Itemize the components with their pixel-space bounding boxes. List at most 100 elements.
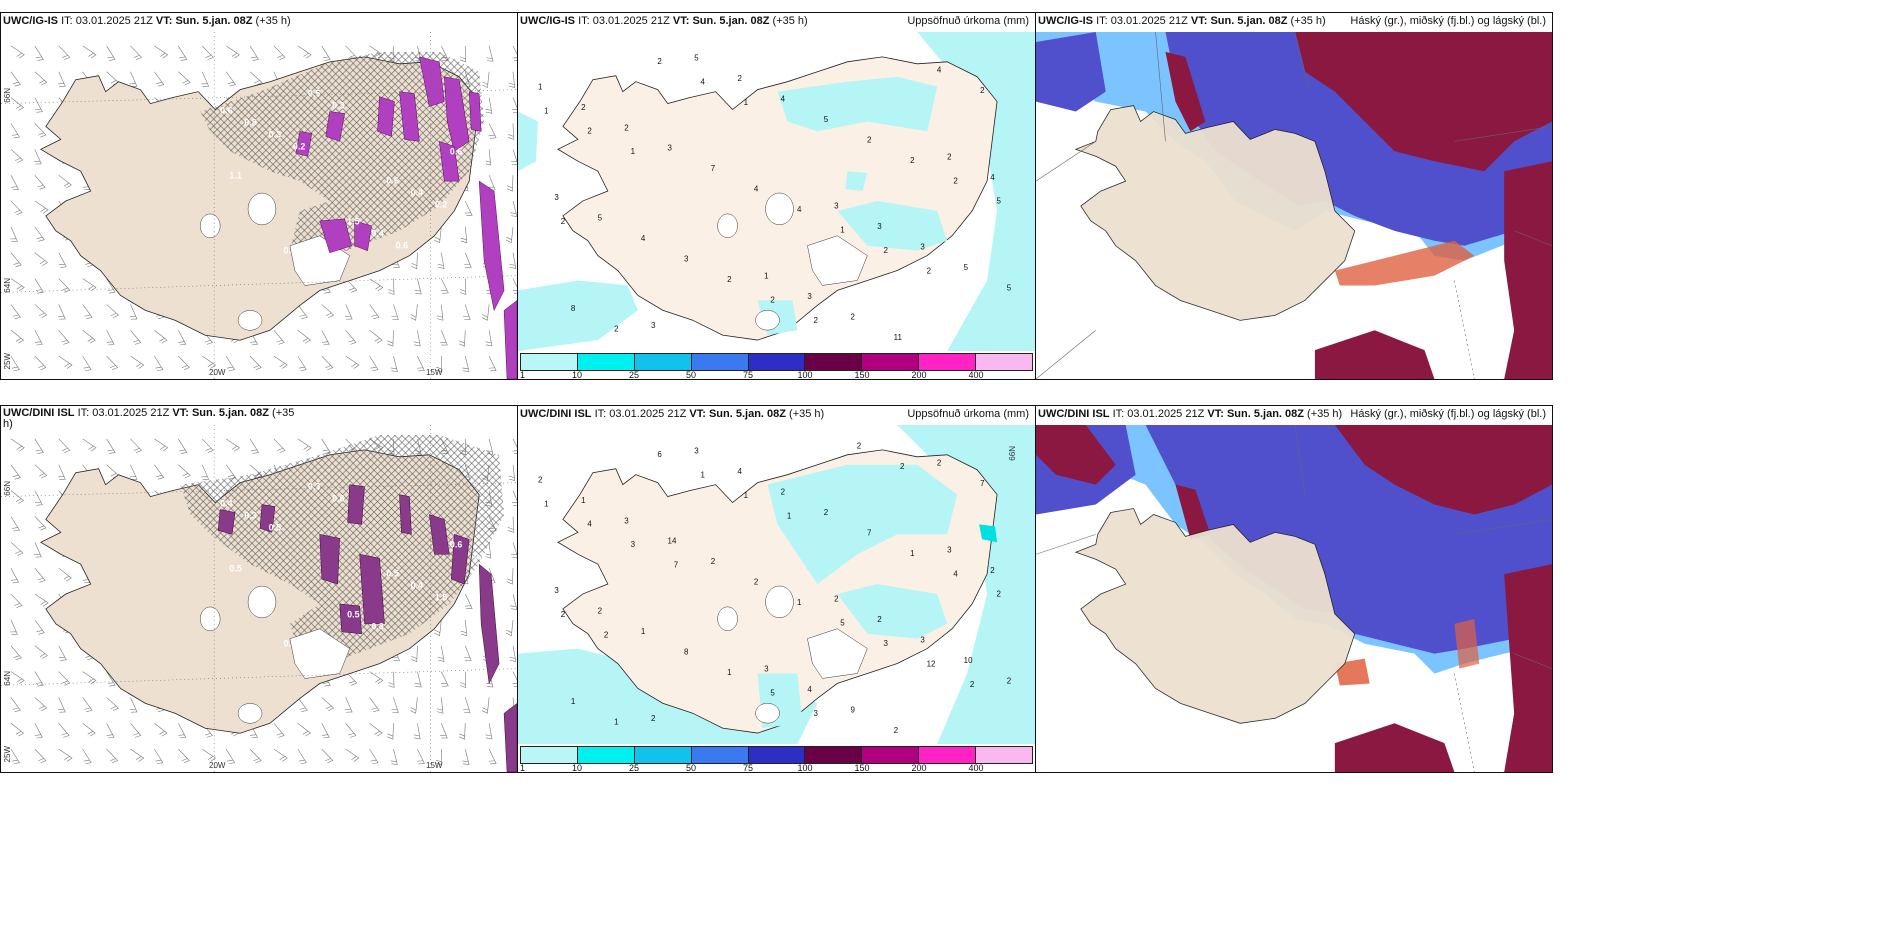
value-label: 1 [614, 718, 619, 727]
field-title: Uppsöfnuð úrkoma (mm) [907, 408, 1029, 420]
it-label: IT: [61, 15, 73, 27]
wind-barb [464, 200, 473, 217]
high-cloud-south [1314, 330, 1435, 379]
value-label: 1 [787, 511, 792, 520]
lead-time: (+35 h) [255, 15, 291, 27]
field-title: Uppsöfnuð úrkoma (mm) [907, 15, 1029, 27]
wind-barb [34, 123, 47, 138]
wind-barb [485, 330, 493, 347]
wind-barb [58, 278, 71, 293]
value-label: 2 [604, 631, 609, 640]
wind-barb [154, 330, 168, 344]
wind-barb [388, 671, 395, 688]
value-label: 4 [754, 185, 759, 194]
wind-barb [273, 748, 288, 762]
wind-barb [178, 748, 190, 764]
it-label: IT: [578, 15, 590, 27]
value-label: 0.4 [371, 229, 383, 239]
value-label: 0.2 [293, 142, 305, 152]
value-label: 7 [674, 561, 679, 570]
value-label: 4 [990, 173, 995, 182]
value-label: 1 [744, 491, 749, 500]
wind-barb [411, 252, 418, 270]
lead-time: (+35 h) [772, 15, 808, 27]
value-label: 4 [797, 205, 802, 214]
wind-barb [130, 438, 143, 453]
colorbar-tick: 75 [742, 370, 754, 380]
wind-barb [202, 748, 216, 762]
wind-barb [321, 304, 335, 319]
value-label: 3 [694, 446, 699, 455]
map-area [1036, 425, 1552, 772]
wind-barb [10, 697, 21, 713]
value-label: 2 [980, 86, 985, 95]
colorbar-tick: 1 [520, 763, 526, 773]
value-label: 5 [824, 115, 829, 124]
map-svg: 0.6 0.6 0.8 0.6 1.5 0.8 0.4 0.5 0.3 0.4 0.3 0.2 0.3 1… [1, 32, 517, 379]
colorbar-cell [577, 747, 635, 763]
lat-label: 64N [3, 278, 12, 293]
glacier-whites [717, 585, 868, 724]
colorbar-tick: 400 [968, 370, 984, 380]
map-area [1036, 32, 1552, 379]
value-label: 5 [997, 197, 1002, 206]
wind-barb [58, 252, 67, 268]
wind-barb [297, 723, 311, 737]
wind-barb [10, 723, 25, 737]
wind-barb [225, 355, 236, 372]
wind-barb [34, 149, 42, 165]
value-label: 2 [614, 325, 619, 334]
wind-barb [10, 97, 25, 111]
wind-barb [34, 593, 49, 607]
wind-barb [481, 697, 490, 714]
wind-barb [34, 645, 48, 659]
precip-value-labels: 0.4 0.5 0.6 0.6 0.5 0.3 0.4 0.3 0.4 0.3 0.5 1.5 0.6 0… [220, 482, 486, 649]
wind-barb [154, 723, 168, 737]
value-label: 2 [970, 680, 975, 689]
wind-barb [82, 748, 92, 765]
wind-barb [58, 45, 71, 60]
model-name: UWC/IG-IS [3, 15, 58, 27]
wind-barb [106, 748, 119, 764]
wind-barb [10, 568, 19, 584]
wind-barb [82, 45, 97, 59]
map-svg: 0.4 0.5 0.6 0.6 0.5 0.3 0.4 0.3 0.4 0.3 0.5 1.5 0.6 0… [1, 425, 517, 772]
map-area: 0.4 0.5 0.6 0.6 0.5 0.3 0.4 0.3 0.4 0.3 0.5 1.5 0.6 0… [1, 425, 517, 772]
wind-barb [344, 697, 353, 713]
wind-barb [58, 330, 70, 345]
vt-label: VT: [672, 15, 690, 27]
wind-barb [82, 355, 92, 372]
colorbar-tick: 10 [571, 763, 583, 773]
wind-barb [297, 355, 307, 372]
value-label: 3 [651, 321, 656, 330]
value-label: 2 [824, 508, 829, 517]
wind-barb [178, 71, 191, 86]
orange-cloud-streak [1334, 240, 1475, 286]
it-label: IT: [1096, 15, 1108, 27]
wind-barb [462, 356, 470, 372]
wind-barb [10, 516, 20, 532]
lead-time: (+35 h) [1307, 408, 1343, 420]
value-label: 3 [631, 540, 636, 549]
wind-barb [249, 71, 263, 86]
wind-barb [369, 723, 383, 737]
value-label: 4 [587, 520, 592, 529]
value-label: 2 [877, 615, 882, 624]
wind-barb [345, 723, 357, 738]
colorbar-cell [805, 747, 863, 763]
wind-barb [58, 671, 71, 686]
wind-barb [273, 723, 285, 738]
colorbar-cell [521, 354, 578, 370]
colorbar-tick: 75 [742, 763, 754, 773]
value-label: 2 [927, 267, 932, 276]
value-label: 3 [947, 545, 952, 554]
high-cloud-area [1334, 425, 1552, 515]
value-label: 7 [980, 479, 985, 488]
colorbar-cell [976, 747, 1033, 763]
colorbar-tick: 150 [854, 763, 870, 773]
wind-barb [106, 671, 116, 687]
wind-barb [58, 645, 67, 661]
wind-barb [297, 697, 308, 713]
wind-barb [440, 671, 449, 687]
wind-barb [178, 438, 188, 454]
